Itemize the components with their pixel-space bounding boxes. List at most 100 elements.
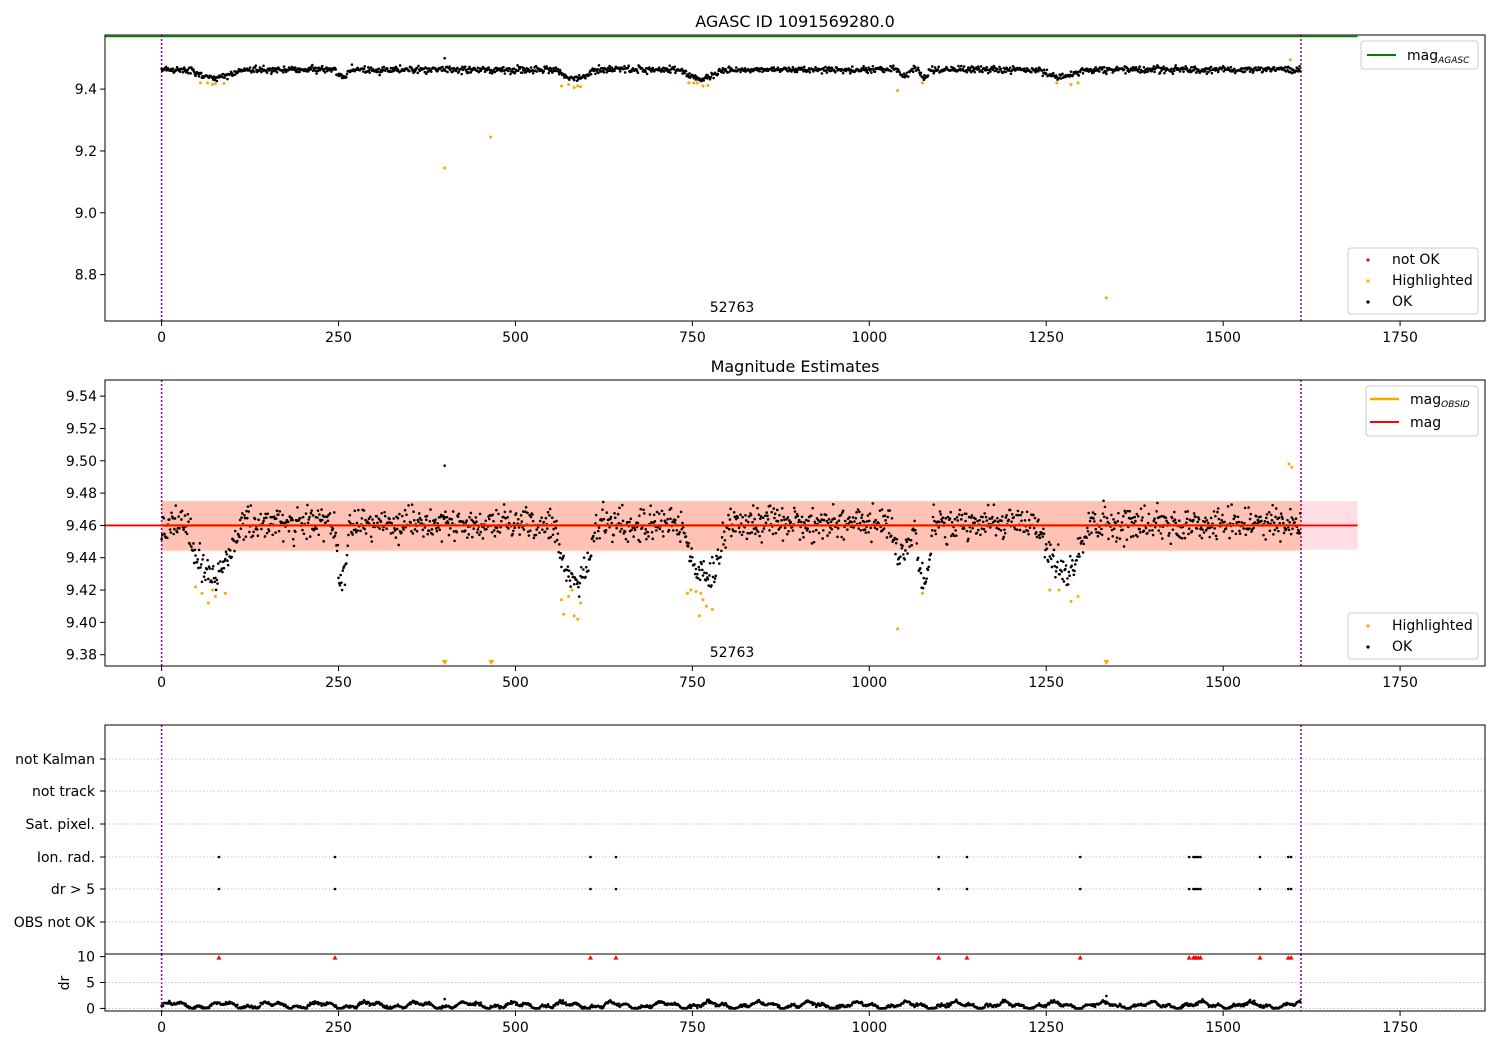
ok-point <box>206 558 209 562</box>
ok-point <box>885 536 889 539</box>
ok-point <box>334 68 338 71</box>
ok-point <box>669 506 673 510</box>
ok-point <box>1236 515 1240 519</box>
ok-point <box>616 512 620 516</box>
ok-point <box>938 510 942 513</box>
highlighted-point <box>697 614 701 618</box>
ok-point <box>1190 529 1194 533</box>
ok-point <box>1072 573 1076 577</box>
ok-point <box>205 567 209 571</box>
y-tick-label: 9.42 <box>66 583 97 599</box>
ok-point <box>743 66 747 70</box>
ok-point <box>739 70 742 74</box>
ok-point <box>534 64 538 68</box>
ok-point <box>238 535 241 539</box>
ok-point <box>188 542 192 546</box>
ok-point <box>710 584 713 587</box>
ok-point <box>970 514 974 517</box>
ok-point <box>780 507 784 510</box>
ok-point <box>626 540 630 543</box>
ok-point <box>524 505 528 509</box>
ok-point <box>817 531 821 535</box>
ok-point <box>657 512 661 515</box>
ok-point <box>551 70 555 73</box>
ok-point <box>1192 518 1195 522</box>
ok-point <box>698 578 702 582</box>
ok-point <box>451 510 455 513</box>
highlighted-point <box>920 81 924 85</box>
ok-point <box>567 569 571 573</box>
ok-point <box>1268 529 1272 533</box>
ok-point <box>1294 517 1298 520</box>
ok-point <box>565 579 568 582</box>
ok-point <box>1200 536 1204 540</box>
ok-point <box>1151 67 1155 71</box>
highlighted-point <box>567 595 571 599</box>
ok-point <box>687 541 691 545</box>
ok-point <box>914 532 918 535</box>
ok-point <box>516 64 519 67</box>
ok-point <box>807 519 810 523</box>
ok-point <box>498 531 502 534</box>
ok-point <box>923 73 926 77</box>
panel-magnitude-estimates-title: Magnitude Estimates <box>711 357 880 376</box>
ok-point <box>1204 516 1207 520</box>
ok-point <box>339 573 342 577</box>
ok-point <box>378 527 381 530</box>
ok-point <box>192 542 195 545</box>
ok-point <box>1287 528 1291 532</box>
ok-point <box>773 516 776 520</box>
ok-point <box>738 530 742 534</box>
ok-point <box>974 517 977 521</box>
ok-point <box>484 519 488 523</box>
ok-point <box>434 527 438 530</box>
ok-point <box>336 543 340 547</box>
ok-point <box>834 70 837 74</box>
ok-point <box>946 515 950 519</box>
ok-point <box>863 528 867 531</box>
ok-point <box>1062 580 1066 583</box>
ok-point <box>965 70 969 74</box>
ok-point <box>862 65 865 68</box>
ok-point <box>837 519 841 523</box>
ok-point <box>771 532 775 536</box>
ok-point <box>1265 516 1268 520</box>
ok-point <box>696 572 699 576</box>
ok-point <box>1214 514 1217 518</box>
ok-point <box>199 563 203 566</box>
ok-point <box>221 570 224 574</box>
ok-point <box>173 517 177 520</box>
ok-point <box>249 504 253 507</box>
ok-point <box>1277 516 1281 520</box>
ok-point <box>708 77 712 81</box>
ok-point <box>1003 531 1007 535</box>
ok-point <box>1184 65 1187 68</box>
ok-point <box>903 558 906 561</box>
panel-agasc-y-axis: 8.89.09.29.4 <box>75 82 105 284</box>
ok-point <box>797 518 801 522</box>
ok-point <box>346 544 350 547</box>
ok-point <box>507 69 510 73</box>
highlighted-point <box>1076 595 1080 599</box>
ok-point <box>958 508 962 512</box>
ok-point <box>887 531 891 535</box>
x-tick-label: 1750 <box>1382 675 1418 691</box>
ok-point <box>791 529 795 532</box>
ok-point <box>440 540 444 543</box>
ok-point <box>1243 70 1247 73</box>
ok-point <box>930 65 934 68</box>
ok-point <box>957 513 961 516</box>
ok-point <box>911 67 914 71</box>
ok-point <box>438 528 442 532</box>
ok-point <box>367 517 371 520</box>
ok-point <box>669 517 672 521</box>
ok-point <box>1243 521 1246 525</box>
ok-point <box>623 64 626 68</box>
ok-point <box>1275 526 1279 530</box>
ok-point <box>1130 520 1134 524</box>
ok-point <box>701 574 705 577</box>
ok-point <box>1272 533 1275 536</box>
ok-point <box>390 70 393 74</box>
ok-point <box>1054 575 1057 579</box>
ok-point <box>898 71 902 74</box>
